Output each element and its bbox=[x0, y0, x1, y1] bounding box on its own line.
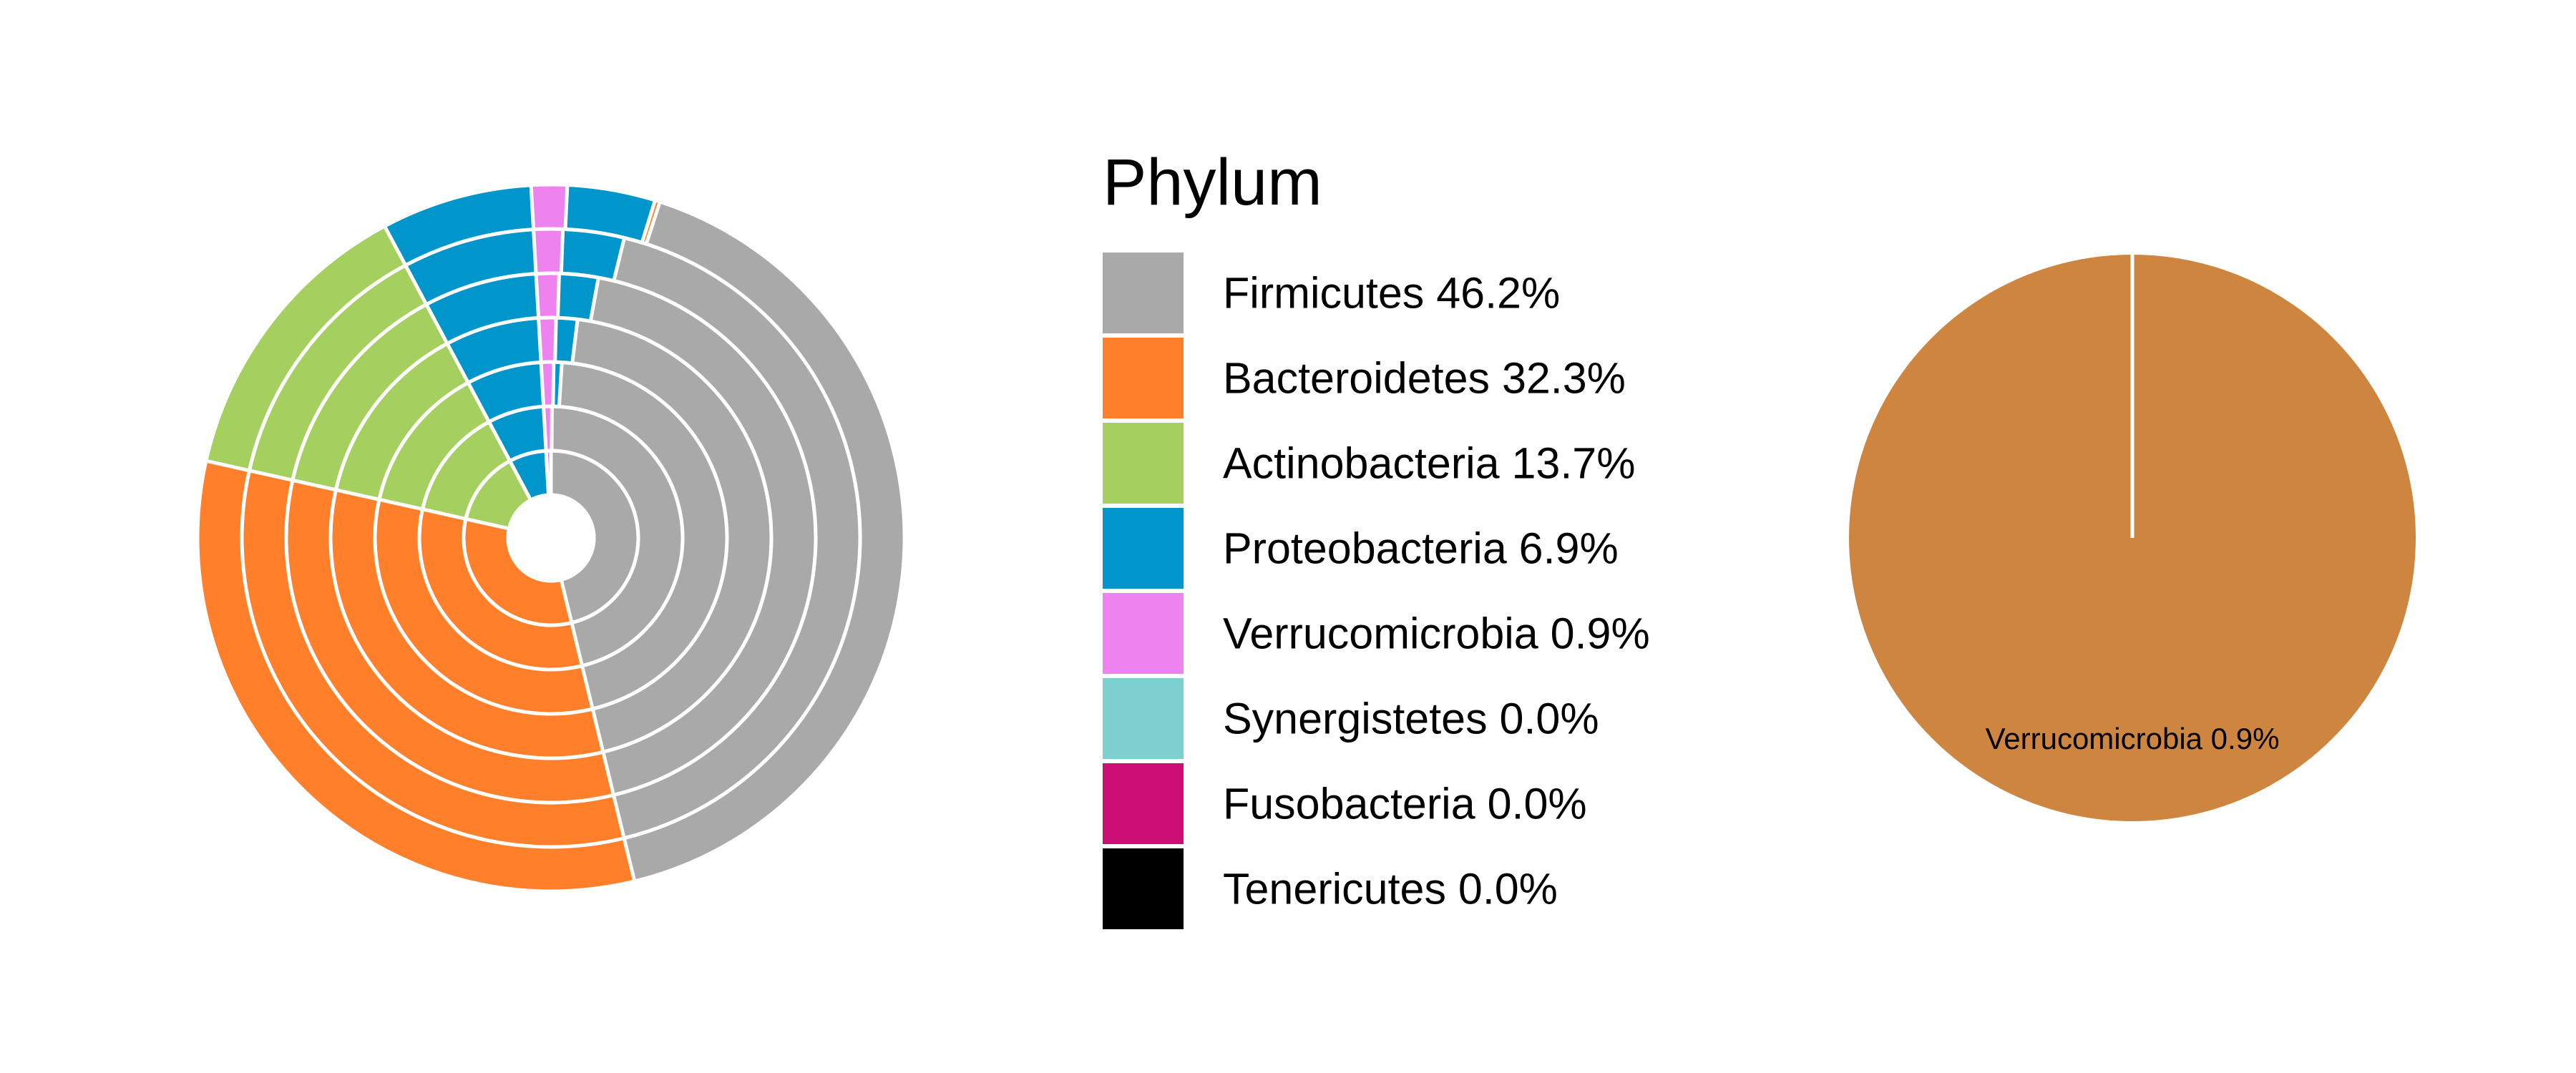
legend-item-synergistetes: Synergistetes 0.0% bbox=[1103, 678, 1599, 759]
phylum-legend: Phylum Firmicutes 46.2% Bacteroidetes 32.… bbox=[1103, 146, 1650, 929]
legend-item-bacteroidetes: Bacteroidetes 32.3% bbox=[1103, 338, 1626, 418]
legend-label-synergistetes: Synergistetes 0.0% bbox=[1223, 695, 1599, 743]
fan-segment-verrucomicrobia-ring-4 bbox=[537, 315, 558, 364]
pie-slice-label: Verrucomicrobia 0.9% bbox=[1986, 722, 2280, 755]
legend-swatch-tenericutes bbox=[1103, 848, 1184, 929]
legend-swatch-actinobacteria bbox=[1103, 423, 1184, 504]
legend-swatch-verrucomicrobia bbox=[1103, 593, 1184, 674]
legend-label-proteobacteria: Proteobacteria 6.9% bbox=[1223, 524, 1619, 573]
legend-swatch-bacteroidetes bbox=[1103, 338, 1184, 418]
fan-segment-verrucomicrobia-ring-2 bbox=[542, 404, 554, 453]
legend-item-fusobacteria: Fusobacteria 0.0% bbox=[1103, 763, 1587, 844]
legend-label-bacteroidetes: Bacteroidetes 32.3% bbox=[1223, 354, 1626, 403]
legend-swatch-fusobacteria bbox=[1103, 763, 1184, 844]
legend-item-tenericutes: Tenericutes 0.0% bbox=[1103, 848, 1558, 929]
legend-item-actinobacteria: Actinobacteria 13.7% bbox=[1103, 423, 1635, 504]
fan-segment-verrucomicrobia-ring-6 bbox=[532, 227, 565, 276]
fan-center-hole bbox=[506, 493, 596, 583]
fan-segment-verrucomicrobia-ring-1 bbox=[544, 449, 553, 497]
legend-swatch-synergistetes bbox=[1103, 678, 1184, 759]
legend-item-verrucomicrobia: Verrucomicrobia 0.9% bbox=[1103, 593, 1650, 674]
legend-label-actinobacteria: Actinobacteria 13.7% bbox=[1223, 439, 1635, 488]
fan-segment-verrucomicrobia-ring-3 bbox=[539, 360, 556, 408]
fan-segment-verrucomicrobia-ring-7 bbox=[529, 182, 570, 232]
legend-label-firmicutes: Firmicutes 46.2% bbox=[1223, 269, 1560, 318]
legend-items: Firmicutes 46.2% Bacteroidetes 32.3% Actin… bbox=[1103, 253, 1650, 929]
legend-swatch-proteobacteria bbox=[1103, 508, 1184, 589]
phylum-fan-chart bbox=[195, 182, 907, 893]
verrucomicrobia-pie-chart: Verrucomicrobia 0.9% bbox=[1849, 255, 2416, 821]
legend-swatch-firmicutes bbox=[1103, 253, 1184, 333]
legend-label-verrucomicrobia: Verrucomicrobia 0.9% bbox=[1223, 609, 1650, 658]
legend-item-firmicutes: Firmicutes 46.2% bbox=[1103, 253, 1560, 333]
legend-label-tenericutes: Tenericutes 0.0% bbox=[1223, 865, 1558, 913]
legend-title: Phylum bbox=[1103, 146, 1322, 219]
fan-segment-proteobacteria-ring-7 bbox=[382, 182, 657, 268]
legend-item-proteobacteria: Proteobacteria 6.9% bbox=[1103, 508, 1619, 589]
legend-label-fusobacteria: Fusobacteria 0.0% bbox=[1223, 780, 1587, 828]
fan-segment-verrucomicrobia-ring-5 bbox=[534, 271, 561, 320]
